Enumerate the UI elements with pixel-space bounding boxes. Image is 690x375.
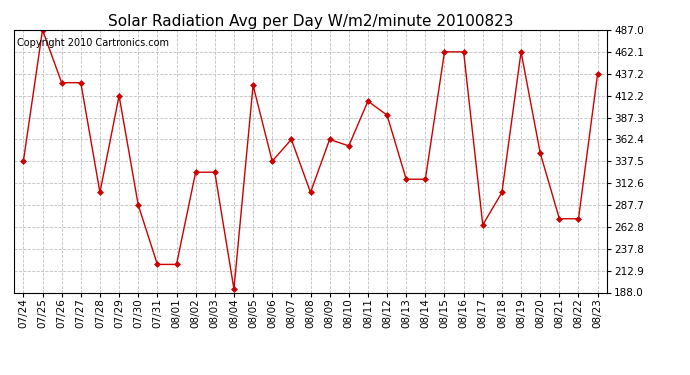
Text: Copyright 2010 Cartronics.com: Copyright 2010 Cartronics.com [17, 38, 169, 48]
Title: Solar Radiation Avg per Day W/m2/minute 20100823: Solar Radiation Avg per Day W/m2/minute … [108, 14, 513, 29]
